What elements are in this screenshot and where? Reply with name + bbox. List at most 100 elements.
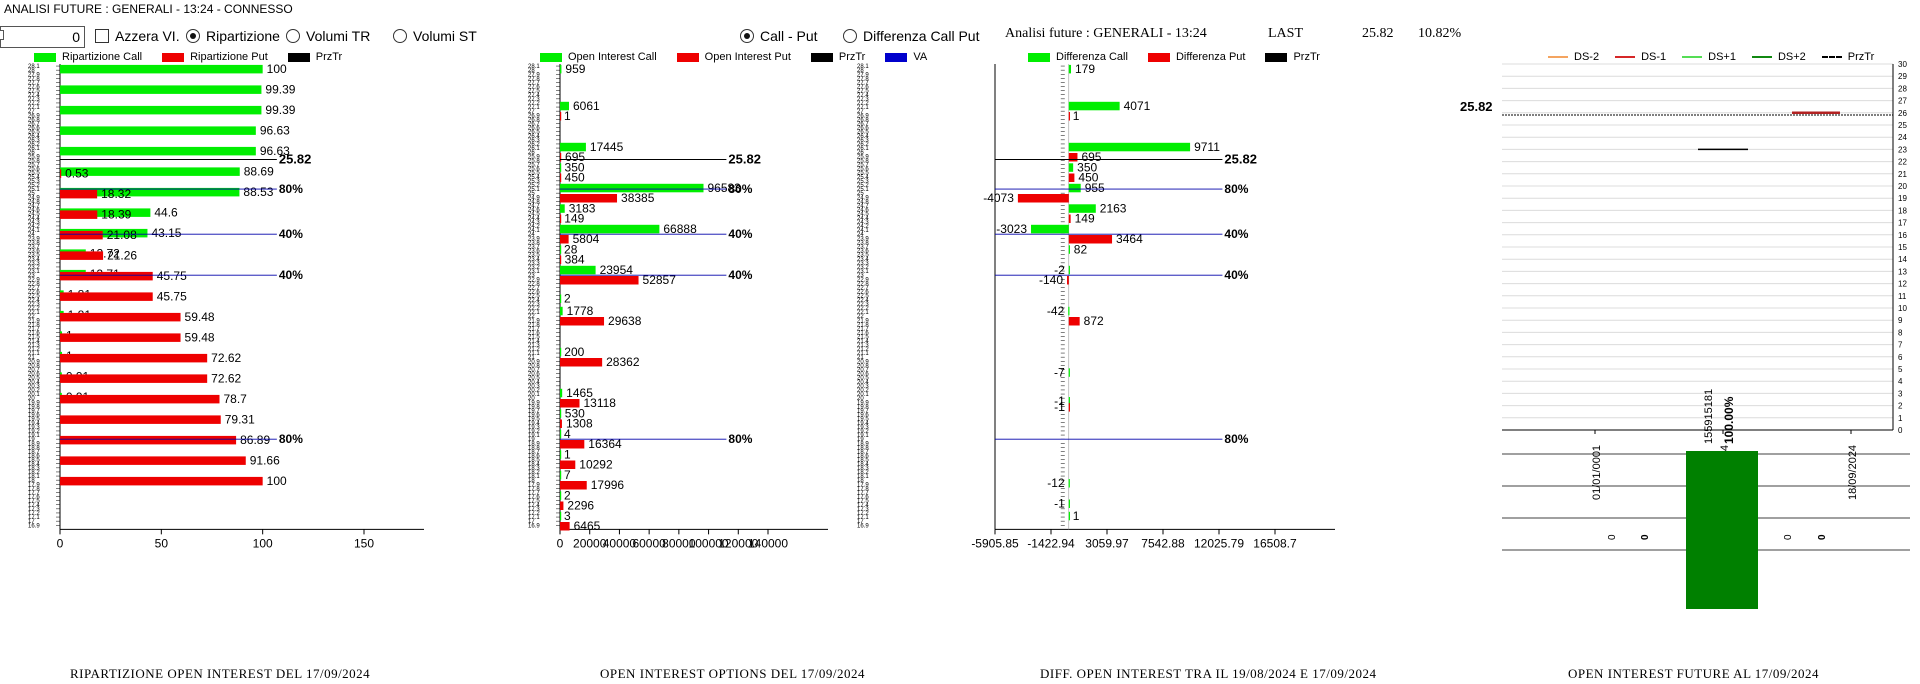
y-tick-label: 19.4	[857, 421, 869, 427]
y-tick-label: 22.8	[28, 281, 40, 287]
call-put-radio[interactable]: Call - Put	[740, 28, 818, 44]
y-tick-label: 18.9	[28, 441, 40, 447]
future-bar	[1686, 451, 1758, 609]
y-tick-label: 27.1	[857, 105, 869, 111]
y-tick-label: 24.4	[857, 216, 869, 222]
y-tick-label: 15	[1898, 243, 1907, 252]
threshold-spinner[interactable]: 0	[0, 26, 85, 48]
y-tick-label: 26.7	[28, 121, 40, 127]
radio-dot[interactable]	[740, 29, 754, 43]
ripartizione-radio[interactable]: Ripartizione	[186, 28, 280, 44]
radio-dot[interactable]	[186, 29, 200, 43]
y-tick-label: 24.7	[528, 203, 540, 209]
legend-swatch-put	[676, 52, 699, 62]
y-tick-label: 25.1	[28, 187, 40, 193]
y-tick-label: 24.1	[28, 228, 40, 234]
checkbox-box[interactable]	[95, 29, 109, 43]
prztr-label: 25.82	[1460, 99, 1493, 114]
put-bar	[560, 440, 585, 449]
future-oi-chart: 155915181 100.00% 0 0 0 0	[1502, 389, 1910, 609]
radio-dot[interactable]	[286, 29, 300, 43]
y-tick-label: 22.3	[28, 302, 40, 308]
y-tick-label: 19.4	[528, 421, 540, 427]
y-tick-label: 24.6	[857, 208, 869, 214]
y-tick-label: 28	[528, 68, 535, 74]
y-tick-label: 27.7	[528, 80, 540, 86]
call-bar	[60, 85, 262, 94]
legend-swatch-prztr	[1265, 52, 1288, 62]
put-bar	[560, 153, 562, 162]
call-bar	[1068, 479, 1070, 488]
y-tick-label: 19.9	[528, 400, 540, 406]
y-tick-label: 26.5	[528, 130, 540, 136]
put-value-label: 450	[565, 171, 585, 185]
y-tick-label: 17.8	[28, 486, 40, 492]
radio-dot[interactable]	[843, 29, 857, 43]
put-value-label: 695	[1081, 150, 1101, 164]
legend-ds: DS-2 DS-1 DS+1 DS+2 PrzTr	[1548, 50, 1874, 64]
call-bar	[1068, 163, 1074, 172]
y-tick-label: 17.7	[28, 490, 40, 496]
y-tick-label: 26	[28, 150, 35, 156]
price-line-label: 25.82	[279, 152, 312, 167]
volumi-st-radio[interactable]: Volumi ST	[393, 28, 477, 44]
put-value-label: 45.75	[157, 289, 187, 303]
call-bar	[560, 429, 562, 439]
put-bar	[560, 317, 605, 326]
y-tick-label: 18.6	[528, 454, 540, 460]
y-tick-label: 20.3	[28, 384, 40, 390]
y-tick-label: 25.9	[528, 154, 540, 160]
y-tick-label: 11	[1898, 292, 1907, 301]
legend-label: Ripartizione Call	[62, 51, 143, 63]
legend-swatch-call	[34, 52, 56, 62]
put-bar	[60, 292, 153, 301]
put-value-label: 17996	[591, 478, 625, 492]
y-tick-label: 26.1	[528, 146, 540, 152]
call-bar	[60, 187, 240, 197]
y-tick-label: 26.5	[28, 130, 40, 136]
call-value-label: 28	[564, 242, 578, 256]
azzera-checkbox[interactable]: Azzera VI.	[95, 28, 180, 44]
legend-label: VA	[913, 51, 928, 63]
y-tick-label: 23.1	[528, 269, 540, 275]
y-tick-label: 25.1	[528, 187, 540, 193]
y-tick-label: 22.2	[857, 306, 869, 312]
y-tick-label: 17.1	[857, 515, 869, 521]
y-tick-label: 20.5	[528, 376, 540, 382]
diff-call-put-radio[interactable]: Differenza Call Put	[843, 28, 979, 44]
call-bar	[1068, 397, 1070, 406]
put-value-label: 18.32	[101, 187, 131, 201]
y-tick-label: 23	[528, 273, 535, 279]
call-bar	[1068, 64, 1072, 74]
volumi-tr-radio[interactable]: Volumi TR	[286, 28, 370, 44]
y-tick-label: 23.3	[28, 261, 40, 267]
y-tick-label: 23.8	[28, 240, 40, 246]
y-tick-label: 26.6	[528, 126, 540, 132]
y-tick-label: 28.1	[857, 64, 869, 70]
y-tick-label: 26.3	[28, 138, 40, 144]
call-value-label: 44.6	[154, 205, 178, 219]
y-tick-label: 19	[1898, 194, 1907, 203]
y-tick-label: 25.8	[28, 158, 40, 164]
y-tick-label: 19.6	[528, 413, 540, 419]
y-tick-label: 18.7	[28, 449, 40, 455]
y-tick-label: 24	[528, 232, 535, 238]
y-tick-label: 20.3	[857, 384, 869, 390]
call-value-label: 2	[564, 292, 571, 306]
y-tick-label: 18.5	[28, 458, 40, 464]
call-value-label: -42	[1047, 304, 1065, 318]
y-tick-label: 18.3	[28, 466, 40, 472]
y-tick-label: 22.1	[857, 310, 869, 316]
y-tick-label: 20.2	[28, 388, 40, 394]
y-tick-label: 20.6	[857, 372, 869, 378]
y-tick-label: 20.9	[528, 359, 540, 365]
y-tick-label: 17.2	[28, 511, 40, 517]
y-tick-label: 25.8	[528, 158, 540, 164]
put-value-label: 59.48	[185, 330, 215, 344]
legend-open-interest: Open Interest Call Open Interest Put Prz…	[540, 50, 927, 64]
x-tick-label: 140000	[748, 536, 788, 550]
spinner-handle[interactable]	[0, 30, 4, 40]
radio-dot[interactable]	[393, 29, 407, 43]
y-tick-label: 17.4	[28, 503, 40, 509]
y-tick-label: 23.7	[28, 244, 40, 250]
